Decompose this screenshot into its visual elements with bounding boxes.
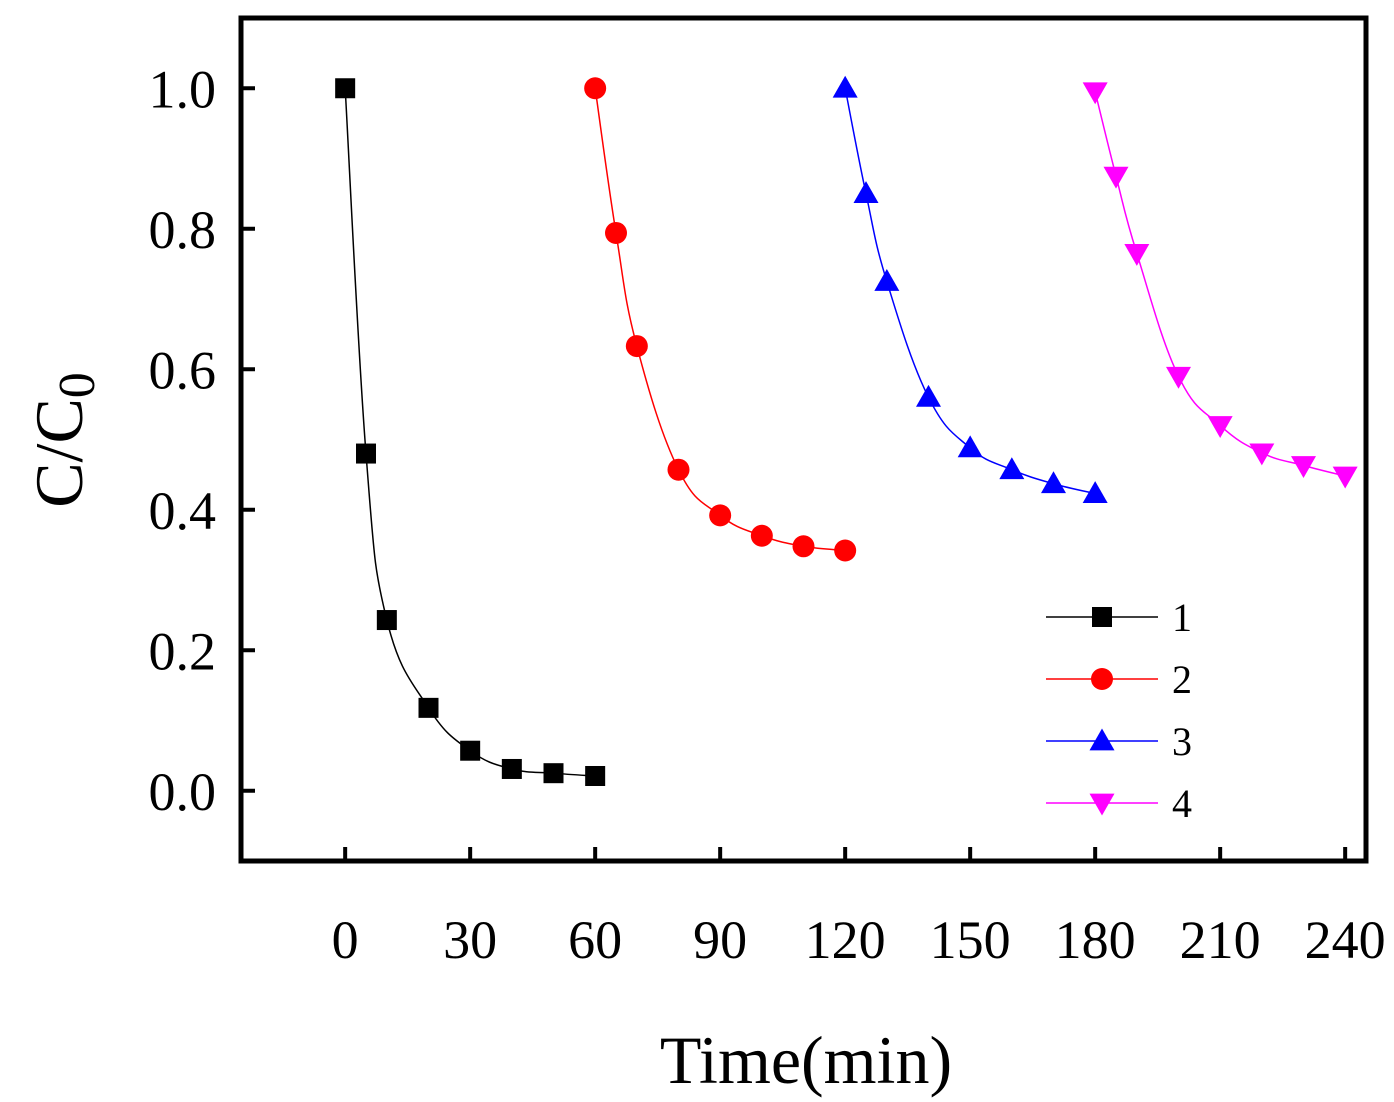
data-point xyxy=(1291,456,1316,478)
data-point xyxy=(501,758,522,779)
series-4 xyxy=(1082,82,1358,489)
data-point xyxy=(460,740,481,761)
legend: 1 2 3 4 xyxy=(1046,595,1192,826)
legend-marker xyxy=(1092,607,1112,627)
x-tick-label: 0 xyxy=(332,910,359,970)
data-point xyxy=(625,335,648,358)
data-point xyxy=(792,535,815,558)
y-tick-label: 0.4 xyxy=(149,481,217,541)
data-point xyxy=(832,75,858,98)
data-point xyxy=(356,443,376,464)
legend-label: 1 xyxy=(1172,595,1192,640)
data-point xyxy=(874,268,900,291)
x-axis-title: Time(min) xyxy=(660,1022,952,1098)
x-tick-label: 30 xyxy=(443,910,497,970)
y-tick-label: 0.6 xyxy=(149,340,217,400)
data-point xyxy=(1082,481,1108,503)
legend-marker xyxy=(1089,793,1115,816)
data-point xyxy=(1332,466,1358,489)
y-tick-label: 0.0 xyxy=(149,762,217,822)
data-point xyxy=(1207,416,1233,438)
data-point xyxy=(1249,443,1275,466)
data-point xyxy=(543,763,564,784)
x-tick-label: 60 xyxy=(568,910,622,970)
data-series xyxy=(335,75,1358,786)
legend-item-2: 2 xyxy=(1046,657,1192,702)
data-point xyxy=(1082,82,1108,105)
x-tick-label: 90 xyxy=(693,910,747,970)
legend-marker xyxy=(1091,668,1113,690)
legend-marker xyxy=(1089,728,1115,751)
data-point xyxy=(1124,243,1150,266)
y-axis-title: C/C0 xyxy=(21,372,106,508)
legend-label: 2 xyxy=(1172,657,1192,702)
y-axis-title-subscript: 0 xyxy=(49,372,106,398)
data-point xyxy=(957,435,983,458)
data-point xyxy=(1041,471,1066,494)
y-tick-label: 1.0 xyxy=(149,59,217,119)
x-tick-label: 120 xyxy=(805,910,886,970)
series-line-3 xyxy=(844,88,1096,495)
data-point xyxy=(1166,366,1191,389)
data-point xyxy=(605,221,627,244)
legend-item-3: 3 xyxy=(1046,719,1192,764)
data-point xyxy=(709,504,732,527)
data-point xyxy=(667,458,690,481)
data-point xyxy=(916,384,941,407)
data-point xyxy=(585,765,606,786)
y-axis-title-main: C/C xyxy=(21,398,97,508)
data-point xyxy=(335,78,356,99)
axis-ticks: 0 30 60 90 120 150 180 210 240 0.0 0.2 0.4 0.6 0.8 1.0 xyxy=(149,59,1386,970)
x-tick-label: 240 xyxy=(1305,910,1386,970)
x-tick-label: 150 xyxy=(930,910,1011,970)
series-line-1 xyxy=(344,88,596,777)
data-point xyxy=(1103,166,1129,189)
y-tick-label: 0.8 xyxy=(149,200,217,260)
legend-item-1: 1 xyxy=(1046,595,1192,640)
y-tick-label: 0.2 xyxy=(149,621,217,681)
plot-frame xyxy=(238,15,1369,864)
series-3 xyxy=(832,75,1108,503)
legend-label: 4 xyxy=(1172,781,1192,826)
data-point xyxy=(418,697,439,718)
series-2 xyxy=(584,77,857,562)
series-line-2 xyxy=(594,88,846,552)
data-point xyxy=(376,610,397,631)
data-point xyxy=(999,457,1025,480)
legend-label: 3 xyxy=(1172,719,1192,764)
x-tick-label: 180 xyxy=(1055,910,1136,970)
svg-text:C/C0: C/C0 xyxy=(21,372,106,508)
legend-item-4: 4 xyxy=(1046,781,1192,826)
data-point xyxy=(750,524,773,547)
x-tick-label: 210 xyxy=(1180,910,1261,970)
data-point xyxy=(834,539,857,562)
series-1 xyxy=(335,78,606,786)
data-point xyxy=(853,181,879,203)
data-point xyxy=(584,77,607,100)
